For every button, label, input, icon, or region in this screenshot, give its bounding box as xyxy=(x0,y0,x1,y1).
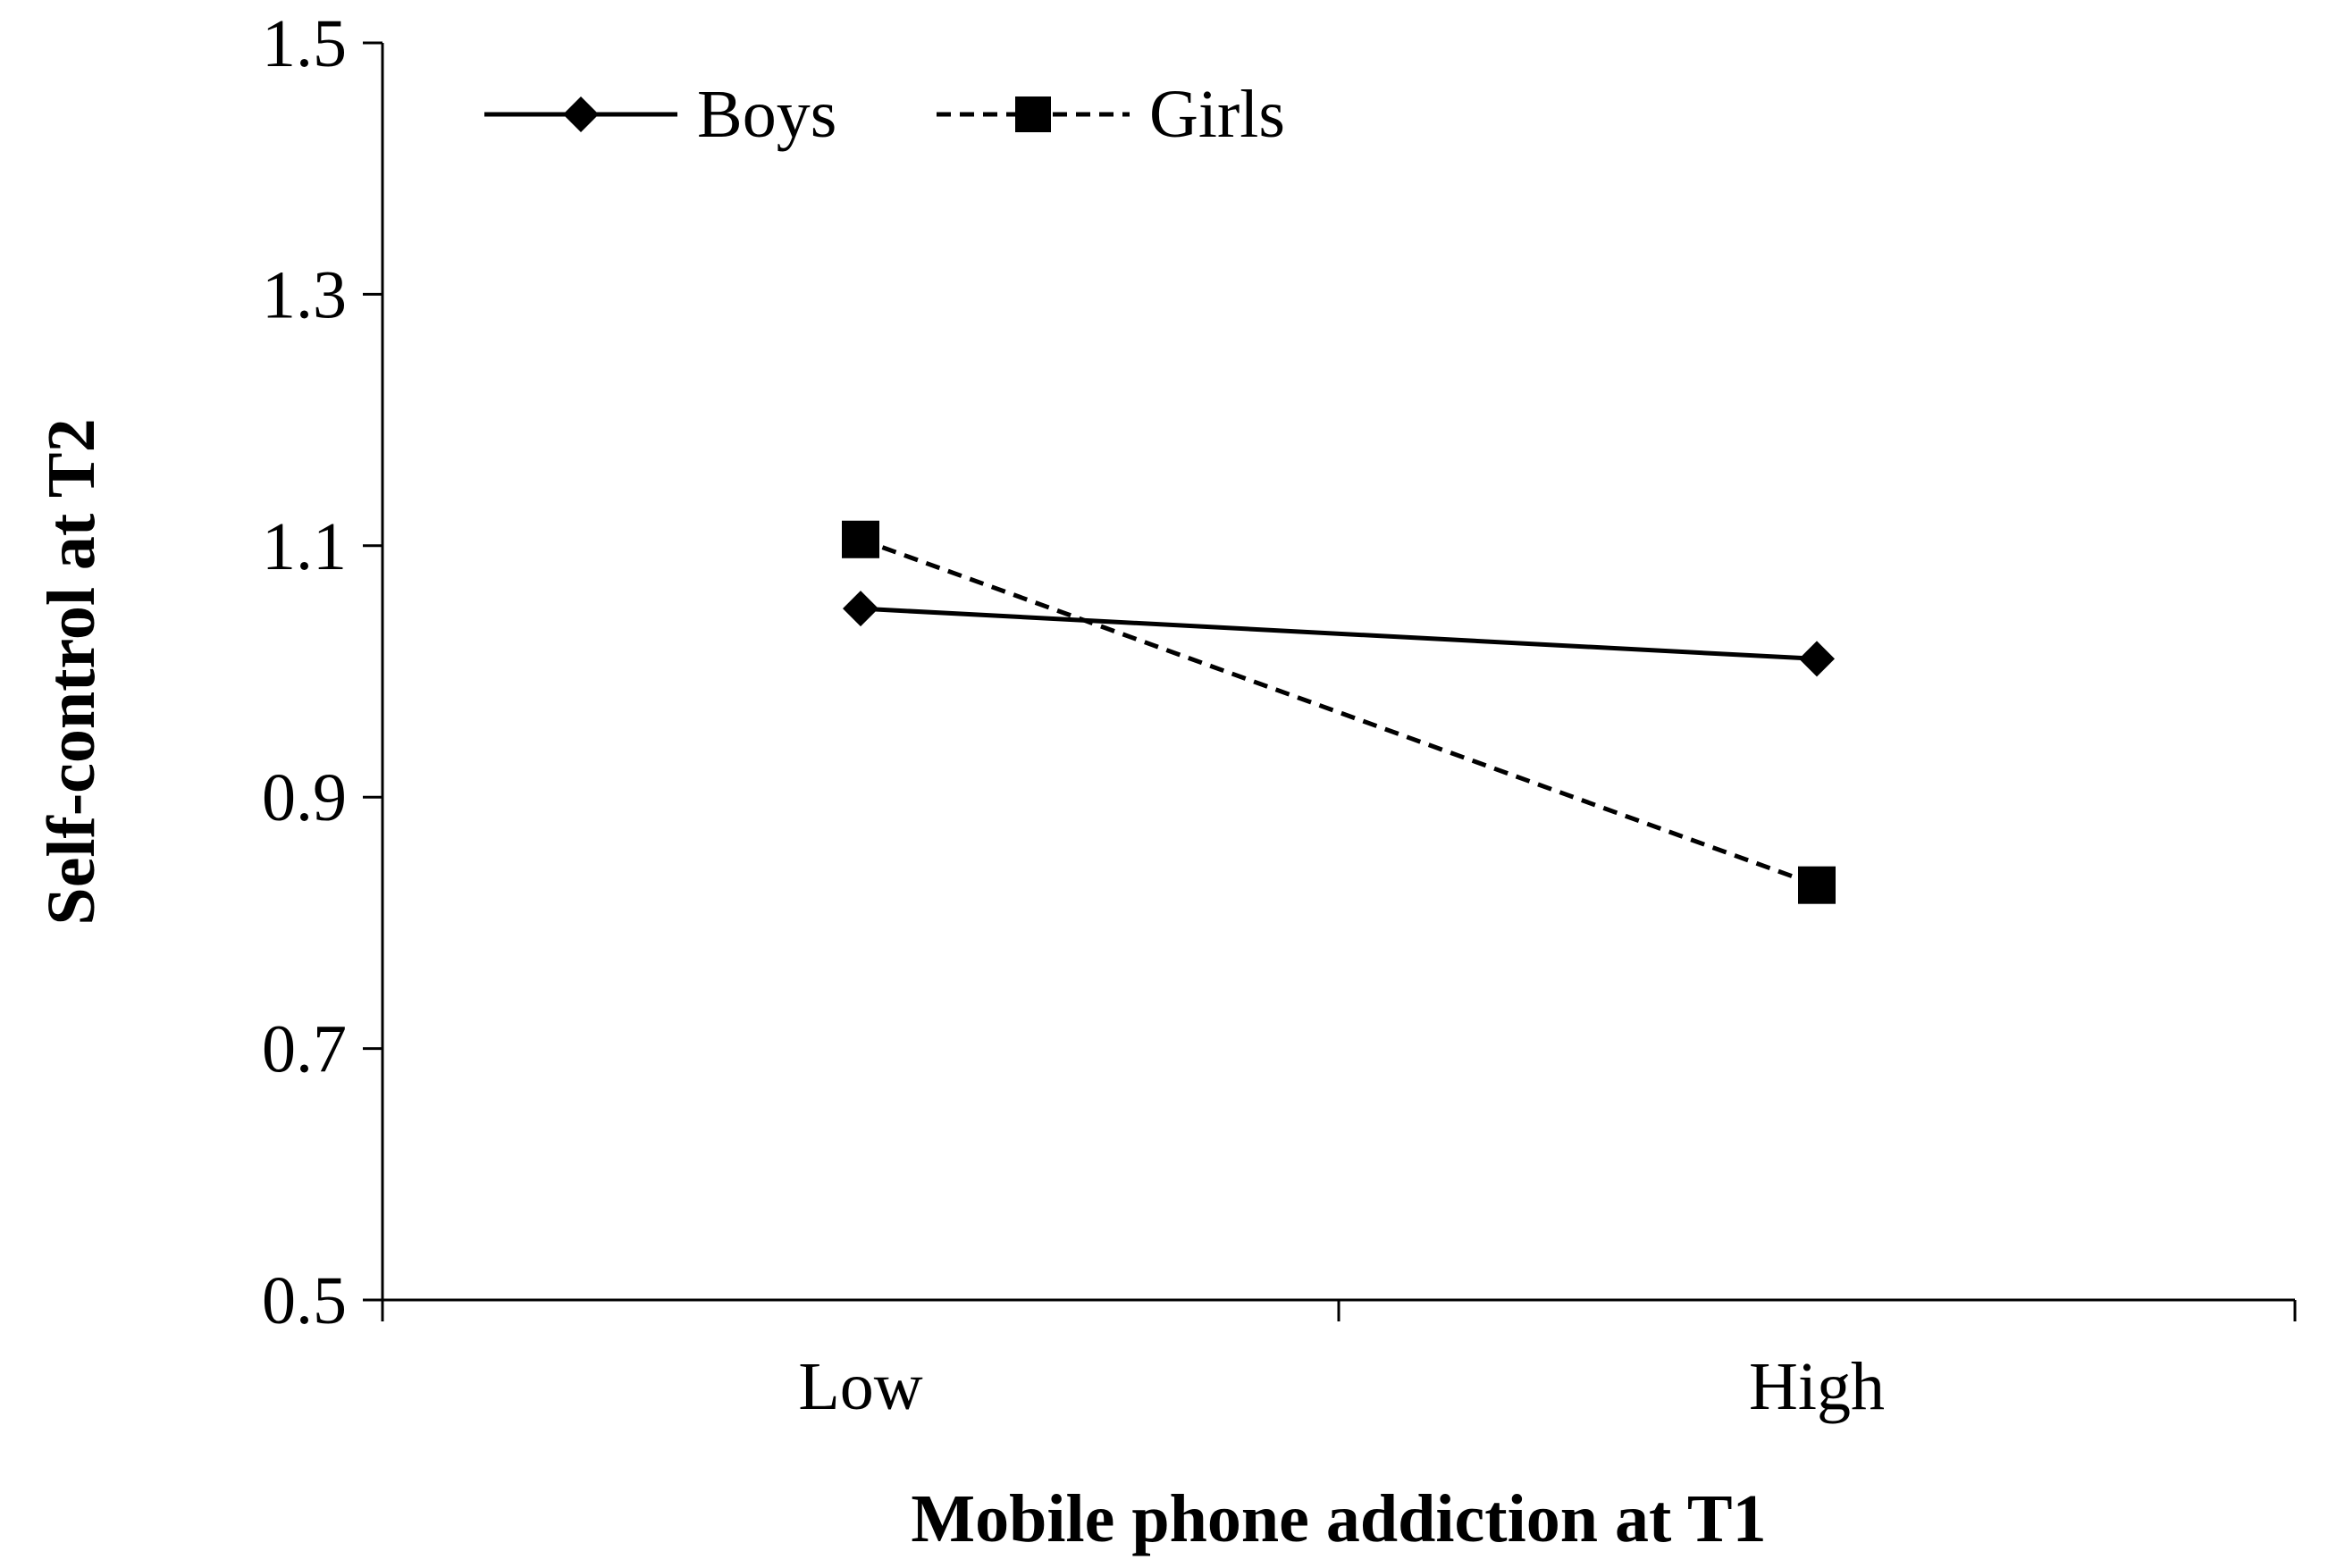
series-line-girls xyxy=(860,537,1818,888)
legend-item-boys: Boys xyxy=(484,77,836,152)
series-layer xyxy=(842,520,1836,904)
legend: Boys Girls xyxy=(484,77,1285,152)
legend-boys-diamond-marker xyxy=(563,96,599,132)
data-point-girls-high xyxy=(1798,866,1836,904)
y-tick-label: 0.9 xyxy=(262,760,347,835)
x-axis-title: Mobile phone addiction at T1 xyxy=(911,1481,1766,1556)
data-point-boys-high xyxy=(1799,641,1835,677)
series-line-boys xyxy=(860,606,1818,661)
legend-label-boys: Boys xyxy=(697,77,836,152)
data-point-boys-low xyxy=(843,591,878,627)
y-tick-label: 1.1 xyxy=(262,509,347,584)
legend-item-girls: Girls xyxy=(937,77,1285,152)
legend-label-girls: Girls xyxy=(1149,77,1285,152)
y-axis-title: Self-control at T2 xyxy=(34,418,109,925)
data-point-girls-low xyxy=(842,520,879,558)
y-tick-label: 1.5 xyxy=(262,6,347,81)
legend-girls-square-marker xyxy=(1015,96,1051,132)
x-tick-label: High xyxy=(1749,1349,1885,1424)
y-tick-label: 0.7 xyxy=(262,1012,347,1087)
y-tick-label: 0.5 xyxy=(262,1263,347,1338)
x-tick-label: Low xyxy=(798,1349,922,1424)
y-tick-label: 1.3 xyxy=(262,257,347,332)
x-ticks: Low High xyxy=(381,1300,2297,1424)
y-ticks: 0.5 0.7 0.9 1.1 1.3 1.5 xyxy=(262,6,382,1338)
